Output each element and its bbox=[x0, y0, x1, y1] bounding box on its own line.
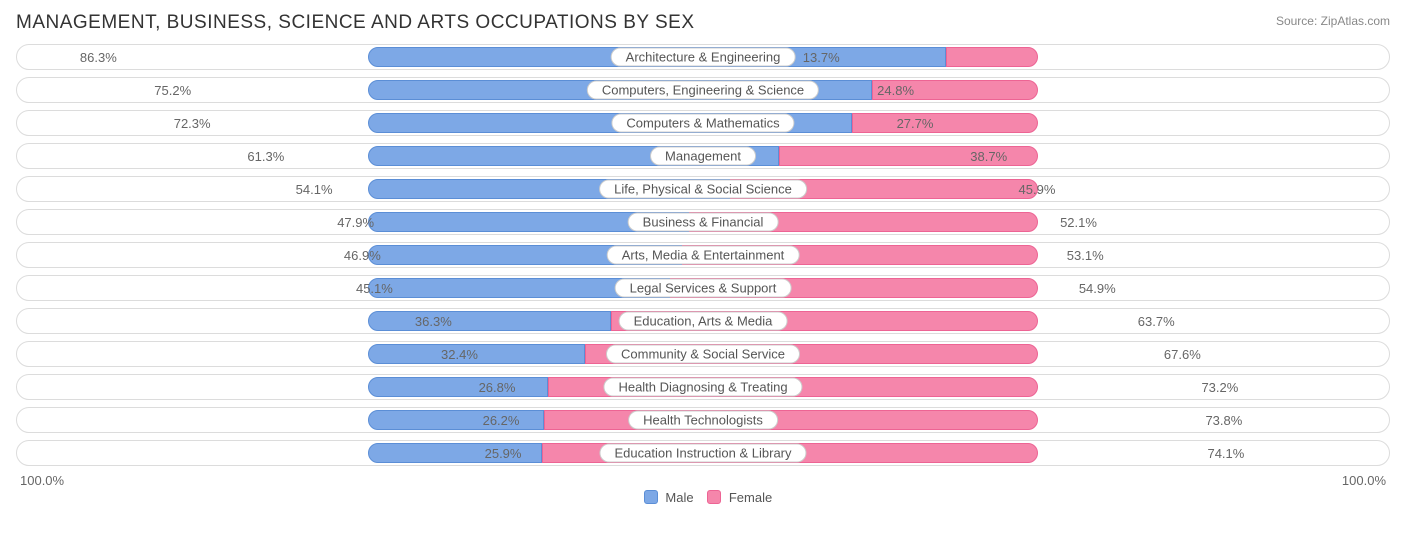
male-pct-label: 46.9% bbox=[344, 243, 381, 269]
category-label: Architecture & Engineering bbox=[611, 48, 796, 67]
category-label: Life, Physical & Social Science bbox=[599, 180, 807, 199]
female-bar bbox=[946, 47, 1038, 67]
category-label: Computers, Engineering & Science bbox=[587, 81, 819, 100]
female-bar bbox=[852, 113, 1038, 133]
axis-right-label: 100.0% bbox=[1342, 473, 1386, 488]
legend-female-swatch bbox=[707, 490, 721, 504]
male-pct-label: 72.3% bbox=[174, 111, 211, 137]
male-bar bbox=[368, 311, 611, 331]
bar-row: 46.9% 53.1% Arts, Media & Entertainment bbox=[16, 242, 1390, 268]
female-pct-label: 45.9% bbox=[1019, 177, 1056, 203]
category-label: Community & Social Service bbox=[606, 345, 800, 364]
female-pct-label: 53.1% bbox=[1067, 243, 1104, 269]
female-pct-label: 73.8% bbox=[1205, 408, 1242, 434]
category-label: Education, Arts & Media bbox=[619, 312, 788, 331]
male-pct-label: 61.3% bbox=[247, 144, 284, 170]
bar-row: 26.8% 73.2% Health Diagnosing & Treating bbox=[16, 374, 1390, 400]
bar-row: 54.1% 45.9% Life, Physical & Social Scienc… bbox=[16, 176, 1390, 202]
category-label: Business & Financial bbox=[628, 213, 779, 232]
male-pct-label: 45.1% bbox=[356, 276, 393, 302]
legend-female-label: Female bbox=[729, 490, 772, 505]
female-bar bbox=[544, 410, 1038, 430]
male-pct-label: 26.8% bbox=[479, 375, 516, 401]
category-label: Management bbox=[650, 147, 756, 166]
axis-left-label: 100.0% bbox=[20, 473, 64, 488]
bar-row: 72.3% 27.7% Computers & Mathematics bbox=[16, 110, 1390, 136]
category-label: Health Diagnosing & Treating bbox=[603, 378, 802, 397]
female-pct-label: 13.7% bbox=[803, 45, 840, 71]
bar-row: 25.9% 74.1% Education Instruction & Librar… bbox=[16, 440, 1390, 466]
male-pct-label: 75.2% bbox=[154, 78, 191, 104]
category-label: Education Instruction & Library bbox=[599, 444, 806, 463]
female-pct-label: 63.7% bbox=[1138, 309, 1175, 335]
female-pct-label: 52.1% bbox=[1060, 210, 1097, 236]
bar-row: 47.9% 52.1% Business & Financial bbox=[16, 209, 1390, 235]
category-label: Legal Services & Support bbox=[615, 279, 792, 298]
male-pct-label: 26.2% bbox=[483, 408, 520, 434]
bar-row: 36.3% 63.7% Education, Arts & Media bbox=[16, 308, 1390, 334]
legend-male-label: Male bbox=[665, 490, 693, 505]
male-pct-label: 86.3% bbox=[80, 45, 117, 71]
male-bar bbox=[368, 377, 548, 397]
category-label: Arts, Media & Entertainment bbox=[607, 246, 800, 265]
legend-male-swatch bbox=[644, 490, 658, 504]
male-pct-label: 54.1% bbox=[296, 177, 333, 203]
male-pct-label: 32.4% bbox=[441, 342, 478, 368]
female-pct-label: 67.6% bbox=[1164, 342, 1201, 368]
male-pct-label: 25.9% bbox=[485, 441, 522, 467]
chart-title: MANAGEMENT, BUSINESS, SCIENCE AND ARTS O… bbox=[16, 12, 695, 34]
chart-body: 86.3% 13.7% Architecture & Engineering 75.2… bbox=[16, 44, 1390, 466]
category-label: Computers & Mathematics bbox=[611, 114, 794, 133]
legend: Male Female bbox=[16, 490, 1390, 505]
chart-header: MANAGEMENT, BUSINESS, SCIENCE AND ARTS O… bbox=[16, 12, 1390, 34]
female-pct-label: 74.1% bbox=[1207, 441, 1244, 467]
female-pct-label: 38.7% bbox=[970, 144, 1007, 170]
female-pct-label: 73.2% bbox=[1201, 375, 1238, 401]
x-axis: 100.0% 100.0% bbox=[16, 473, 1390, 488]
category-label: Health Technologists bbox=[628, 411, 778, 430]
female-pct-label: 24.8% bbox=[877, 78, 914, 104]
bar-row: 75.2% 24.8% Computers, Engineering & Scien… bbox=[16, 77, 1390, 103]
bar-row: 26.2% 73.8% Health Technologists bbox=[16, 407, 1390, 433]
chart-source: Source: ZipAtlas.com bbox=[1276, 14, 1390, 28]
bar-row: 61.3% 38.7% Management bbox=[16, 143, 1390, 169]
female-pct-label: 27.7% bbox=[897, 111, 934, 137]
female-pct-label: 54.9% bbox=[1079, 276, 1116, 302]
bar-row: 45.1% 54.9% Legal Services & Support bbox=[16, 275, 1390, 301]
male-pct-label: 36.3% bbox=[415, 309, 452, 335]
bar-row: 32.4% 67.6% Community & Social Service bbox=[16, 341, 1390, 367]
male-pct-label: 47.9% bbox=[337, 210, 374, 236]
bar-row: 86.3% 13.7% Architecture & Engineering bbox=[16, 44, 1390, 70]
